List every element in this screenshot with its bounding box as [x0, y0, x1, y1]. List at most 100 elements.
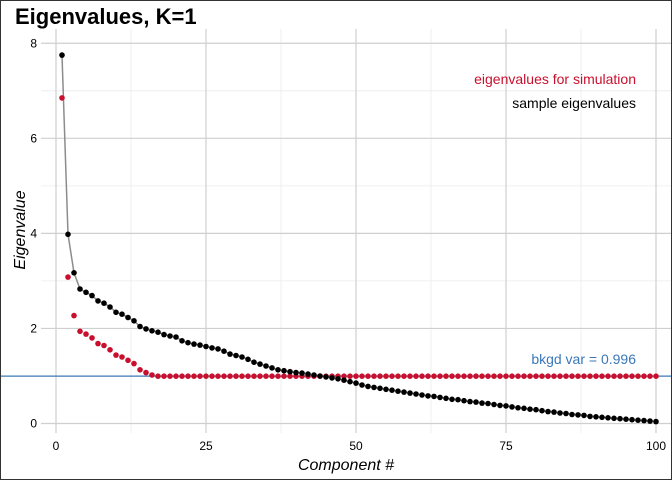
sample-point-37 — [275, 367, 281, 373]
simulation-points — [59, 95, 659, 380]
sample-point-59 — [407, 390, 413, 396]
sample-points — [59, 52, 659, 425]
sample-point-4 — [77, 286, 83, 292]
simulation-point-5 — [83, 331, 89, 337]
sample-point-8 — [101, 300, 107, 307]
sample-point-22 — [185, 339, 191, 346]
sample-point-2 — [65, 231, 71, 238]
simulation-point-57 — [395, 373, 401, 380]
sample-point-17 — [155, 329, 161, 336]
sample-point-21 — [179, 338, 185, 344]
simulation-point-88 — [581, 373, 587, 380]
sample-point-56 — [389, 387, 395, 394]
sample-point-93 — [611, 415, 617, 422]
sample-point-58 — [401, 389, 407, 395]
sample-point-77 — [515, 405, 521, 411]
sample-point-47 — [335, 376, 341, 382]
sample-point-54 — [377, 385, 383, 392]
sample-point-28 — [221, 348, 227, 355]
sample-point-14 — [137, 323, 143, 330]
sample-point-23 — [191, 341, 197, 347]
simulation-point-30 — [233, 373, 239, 380]
sample-point-61 — [419, 392, 425, 398]
simulation-point-84 — [557, 373, 563, 380]
simulation-point-2 — [65, 274, 71, 280]
sample-point-73 — [491, 401, 497, 408]
simulation-point-69 — [467, 373, 473, 380]
simulation-point-22 — [185, 373, 191, 380]
simulation-point-77 — [515, 373, 521, 380]
simulation-point-50 — [353, 373, 359, 380]
sample-point-29 — [227, 351, 233, 357]
sample-point-20 — [173, 334, 179, 340]
sample-point-78 — [521, 405, 527, 412]
simulation-point-35 — [263, 373, 269, 380]
sample-point-68 — [461, 397, 467, 404]
sample-point-60 — [413, 391, 419, 397]
sample-point-74 — [497, 402, 503, 409]
simulation-point-1 — [59, 95, 65, 101]
simulation-point-9 — [107, 347, 113, 353]
simulation-point-76 — [509, 373, 515, 380]
simulation-point-20 — [173, 373, 179, 380]
simulation-point-65 — [443, 373, 449, 380]
simulation-point-16 — [149, 372, 155, 378]
simulation-point-24 — [197, 373, 203, 380]
legend-entry-simulation: eigenvalues for simulation — [474, 71, 636, 87]
simulation-point-90 — [593, 373, 599, 380]
x-tick-label: 100 — [646, 439, 666, 453]
sample-point-24 — [197, 342, 203, 348]
simulation-point-81 — [539, 373, 545, 380]
simulation-point-3 — [71, 312, 77, 319]
simulation-point-75 — [503, 373, 509, 380]
y-tick-label: 4 — [30, 226, 37, 240]
simulation-point-73 — [491, 373, 497, 380]
y-tick-label: 8 — [30, 36, 37, 50]
simulation-point-74 — [497, 373, 503, 380]
simulation-point-39 — [287, 373, 293, 380]
sample-point-66 — [449, 396, 455, 403]
sample-point-71 — [479, 400, 485, 406]
sample-point-52 — [365, 383, 371, 390]
chart-title: Eigenvalues, K=1 — [15, 4, 197, 29]
simulation-point-48 — [341, 373, 347, 380]
simulation-point-19 — [167, 373, 173, 380]
sample-point-94 — [617, 415, 623, 422]
simulation-point-70 — [473, 373, 479, 380]
sample-point-84 — [557, 410, 563, 416]
simulation-point-29 — [227, 373, 233, 380]
simulation-point-97 — [635, 373, 641, 380]
legend: eigenvalues for simulation sample eigenv… — [474, 71, 636, 111]
simulation-point-13 — [131, 360, 137, 367]
axes: Component # Eigenvalue 0 25 50 75 100 0 2 4 6 8 — [12, 36, 666, 474]
simulation-point-32 — [245, 373, 251, 380]
sample-point-95 — [623, 416, 629, 423]
grid — [41, 29, 671, 433]
simulation-point-66 — [449, 373, 455, 380]
simulation-point-64 — [437, 373, 443, 380]
series — [59, 52, 659, 425]
sample-point-43 — [311, 372, 317, 378]
sample-point-86 — [569, 411, 575, 418]
simulation-point-51 — [359, 373, 365, 380]
sample-point-48 — [341, 377, 347, 384]
sample-point-97 — [635, 417, 641, 424]
sample-point-85 — [563, 410, 569, 417]
simulation-point-49 — [347, 373, 353, 380]
sample-point-49 — [347, 378, 353, 385]
sample-point-46 — [329, 375, 335, 381]
sample-point-79 — [527, 406, 533, 413]
background-variance-line: bkgd var = 0.996 — [1, 351, 671, 377]
sample-point-9 — [107, 304, 113, 310]
sample-point-64 — [437, 394, 443, 401]
sample-point-88 — [581, 412, 587, 419]
simulation-point-86 — [569, 373, 575, 380]
sample-point-10 — [113, 309, 119, 316]
sample-point-82 — [545, 408, 551, 415]
simulation-point-58 — [401, 373, 407, 380]
sample-point-5 — [83, 289, 89, 296]
sample-point-63 — [431, 393, 437, 400]
sample-point-90 — [593, 414, 599, 420]
sample-point-72 — [485, 400, 491, 407]
simulation-point-8 — [101, 342, 107, 349]
